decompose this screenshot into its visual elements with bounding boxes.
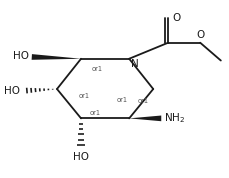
Text: or1: or1 — [91, 66, 102, 72]
Text: N: N — [131, 59, 138, 69]
Text: HO: HO — [73, 152, 89, 162]
Text: O: O — [195, 30, 203, 40]
Text: HO: HO — [14, 51, 29, 61]
Text: NH$_2$: NH$_2$ — [163, 111, 184, 125]
Polygon shape — [129, 116, 161, 121]
Polygon shape — [31, 54, 81, 60]
Text: or1: or1 — [116, 97, 127, 103]
Text: HO: HO — [4, 86, 20, 96]
Text: or1: or1 — [79, 93, 90, 99]
Text: O: O — [172, 13, 180, 23]
Text: or1: or1 — [137, 98, 148, 104]
Text: or1: or1 — [89, 110, 100, 116]
